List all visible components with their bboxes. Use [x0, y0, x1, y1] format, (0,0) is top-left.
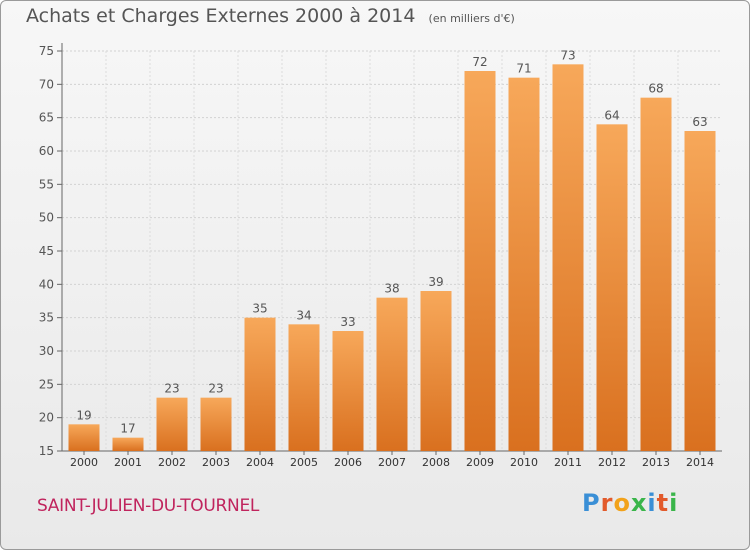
- grid-lines: [62, 50, 722, 452]
- town-name: SAINT-JULIEN-DU-TOURNEL: [37, 496, 260, 516]
- x-tick-label: 2012: [598, 456, 626, 469]
- bar: [68, 424, 100, 451]
- x-tick-label: 2013: [642, 456, 670, 469]
- bar: [332, 331, 364, 451]
- proxiti-logo: Proxiti: [582, 489, 678, 517]
- bar: [640, 97, 672, 452]
- data-label: 72: [472, 55, 487, 69]
- y-tick-label: 25: [39, 377, 54, 391]
- data-label: 68: [648, 82, 663, 96]
- bar: [376, 297, 408, 451]
- value-labels: 19 17 23 23 35 34 33 38 39 72 71 73 64 68 63: [76, 48, 707, 435]
- x-tick-label: 2010: [510, 456, 538, 469]
- bar: [552, 64, 584, 451]
- unit-label: (en milliers d'€): [428, 12, 515, 25]
- bar: [684, 131, 716, 451]
- x-tick-label: 2014: [686, 456, 714, 469]
- y-tick-label: 65: [39, 111, 54, 125]
- y-tick-label: 30: [39, 344, 54, 358]
- bar: [156, 397, 188, 451]
- data-label: 34: [296, 308, 311, 322]
- y-tick-label: 70: [39, 77, 54, 91]
- logo-letter: r: [600, 489, 614, 517]
- data-label: 19: [76, 408, 91, 422]
- y-tick-label: 60: [39, 144, 54, 158]
- bars: [68, 64, 716, 452]
- x-tick-label: 2008: [422, 456, 450, 469]
- data-label: 35: [252, 302, 267, 316]
- y-tick-label: 35: [39, 311, 54, 325]
- data-label: 73: [560, 48, 575, 62]
- data-label: 39: [428, 275, 443, 289]
- x-tick-label: 2000: [70, 456, 98, 469]
- data-label: 23: [164, 382, 179, 396]
- title-row: Achats et Charges Externes 2000 à 2014 (…: [26, 5, 515, 27]
- chart-title: Achats et Charges Externes 2000 à 2014: [26, 5, 416, 27]
- logo-letter: P: [582, 489, 601, 517]
- x-tick-label: 2007: [378, 456, 406, 469]
- tick-labels: 15 20 25 30 35 40 45 50 55 60 65 70 75 2000 2001 2002 20…: [39, 44, 714, 469]
- logo-letter: i: [647, 489, 657, 517]
- bar: [420, 291, 452, 451]
- x-tick-label: 2011: [554, 456, 582, 469]
- bar: [508, 77, 540, 452]
- logo-letter: t: [656, 489, 670, 517]
- logo-letter: x: [630, 489, 648, 517]
- bar: [288, 324, 320, 451]
- data-label: 64: [604, 108, 619, 122]
- y-tick-label: 75: [39, 44, 54, 58]
- data-label: 33: [340, 315, 355, 329]
- logo-letter: i: [669, 489, 679, 517]
- y-tick-label: 40: [39, 277, 54, 291]
- y-tick-label: 20: [39, 411, 54, 425]
- data-label: 71: [516, 62, 531, 76]
- x-tick-label: 2001: [114, 456, 142, 469]
- bar: [244, 317, 276, 451]
- bar: [596, 124, 628, 451]
- y-tick-label: 15: [39, 444, 54, 458]
- x-tick-label: 2009: [466, 456, 494, 469]
- x-tick-label: 2004: [246, 456, 274, 469]
- bar: [200, 397, 232, 451]
- x-tick-label: 2005: [290, 456, 318, 469]
- x-tick-label: 2006: [334, 456, 362, 469]
- data-label: 38: [384, 282, 399, 296]
- data-label: 63: [692, 115, 707, 129]
- data-label: 23: [208, 382, 223, 396]
- y-tick-label: 50: [39, 211, 54, 225]
- logo-letter: o: [613, 489, 631, 517]
- data-label: 17: [120, 422, 135, 436]
- bar: [464, 71, 496, 451]
- x-tick-label: 2002: [158, 456, 186, 469]
- bar: [112, 437, 144, 451]
- y-tick-label: 55: [39, 177, 54, 191]
- y-tick-label: 45: [39, 244, 54, 258]
- x-tick-label: 2003: [202, 456, 230, 469]
